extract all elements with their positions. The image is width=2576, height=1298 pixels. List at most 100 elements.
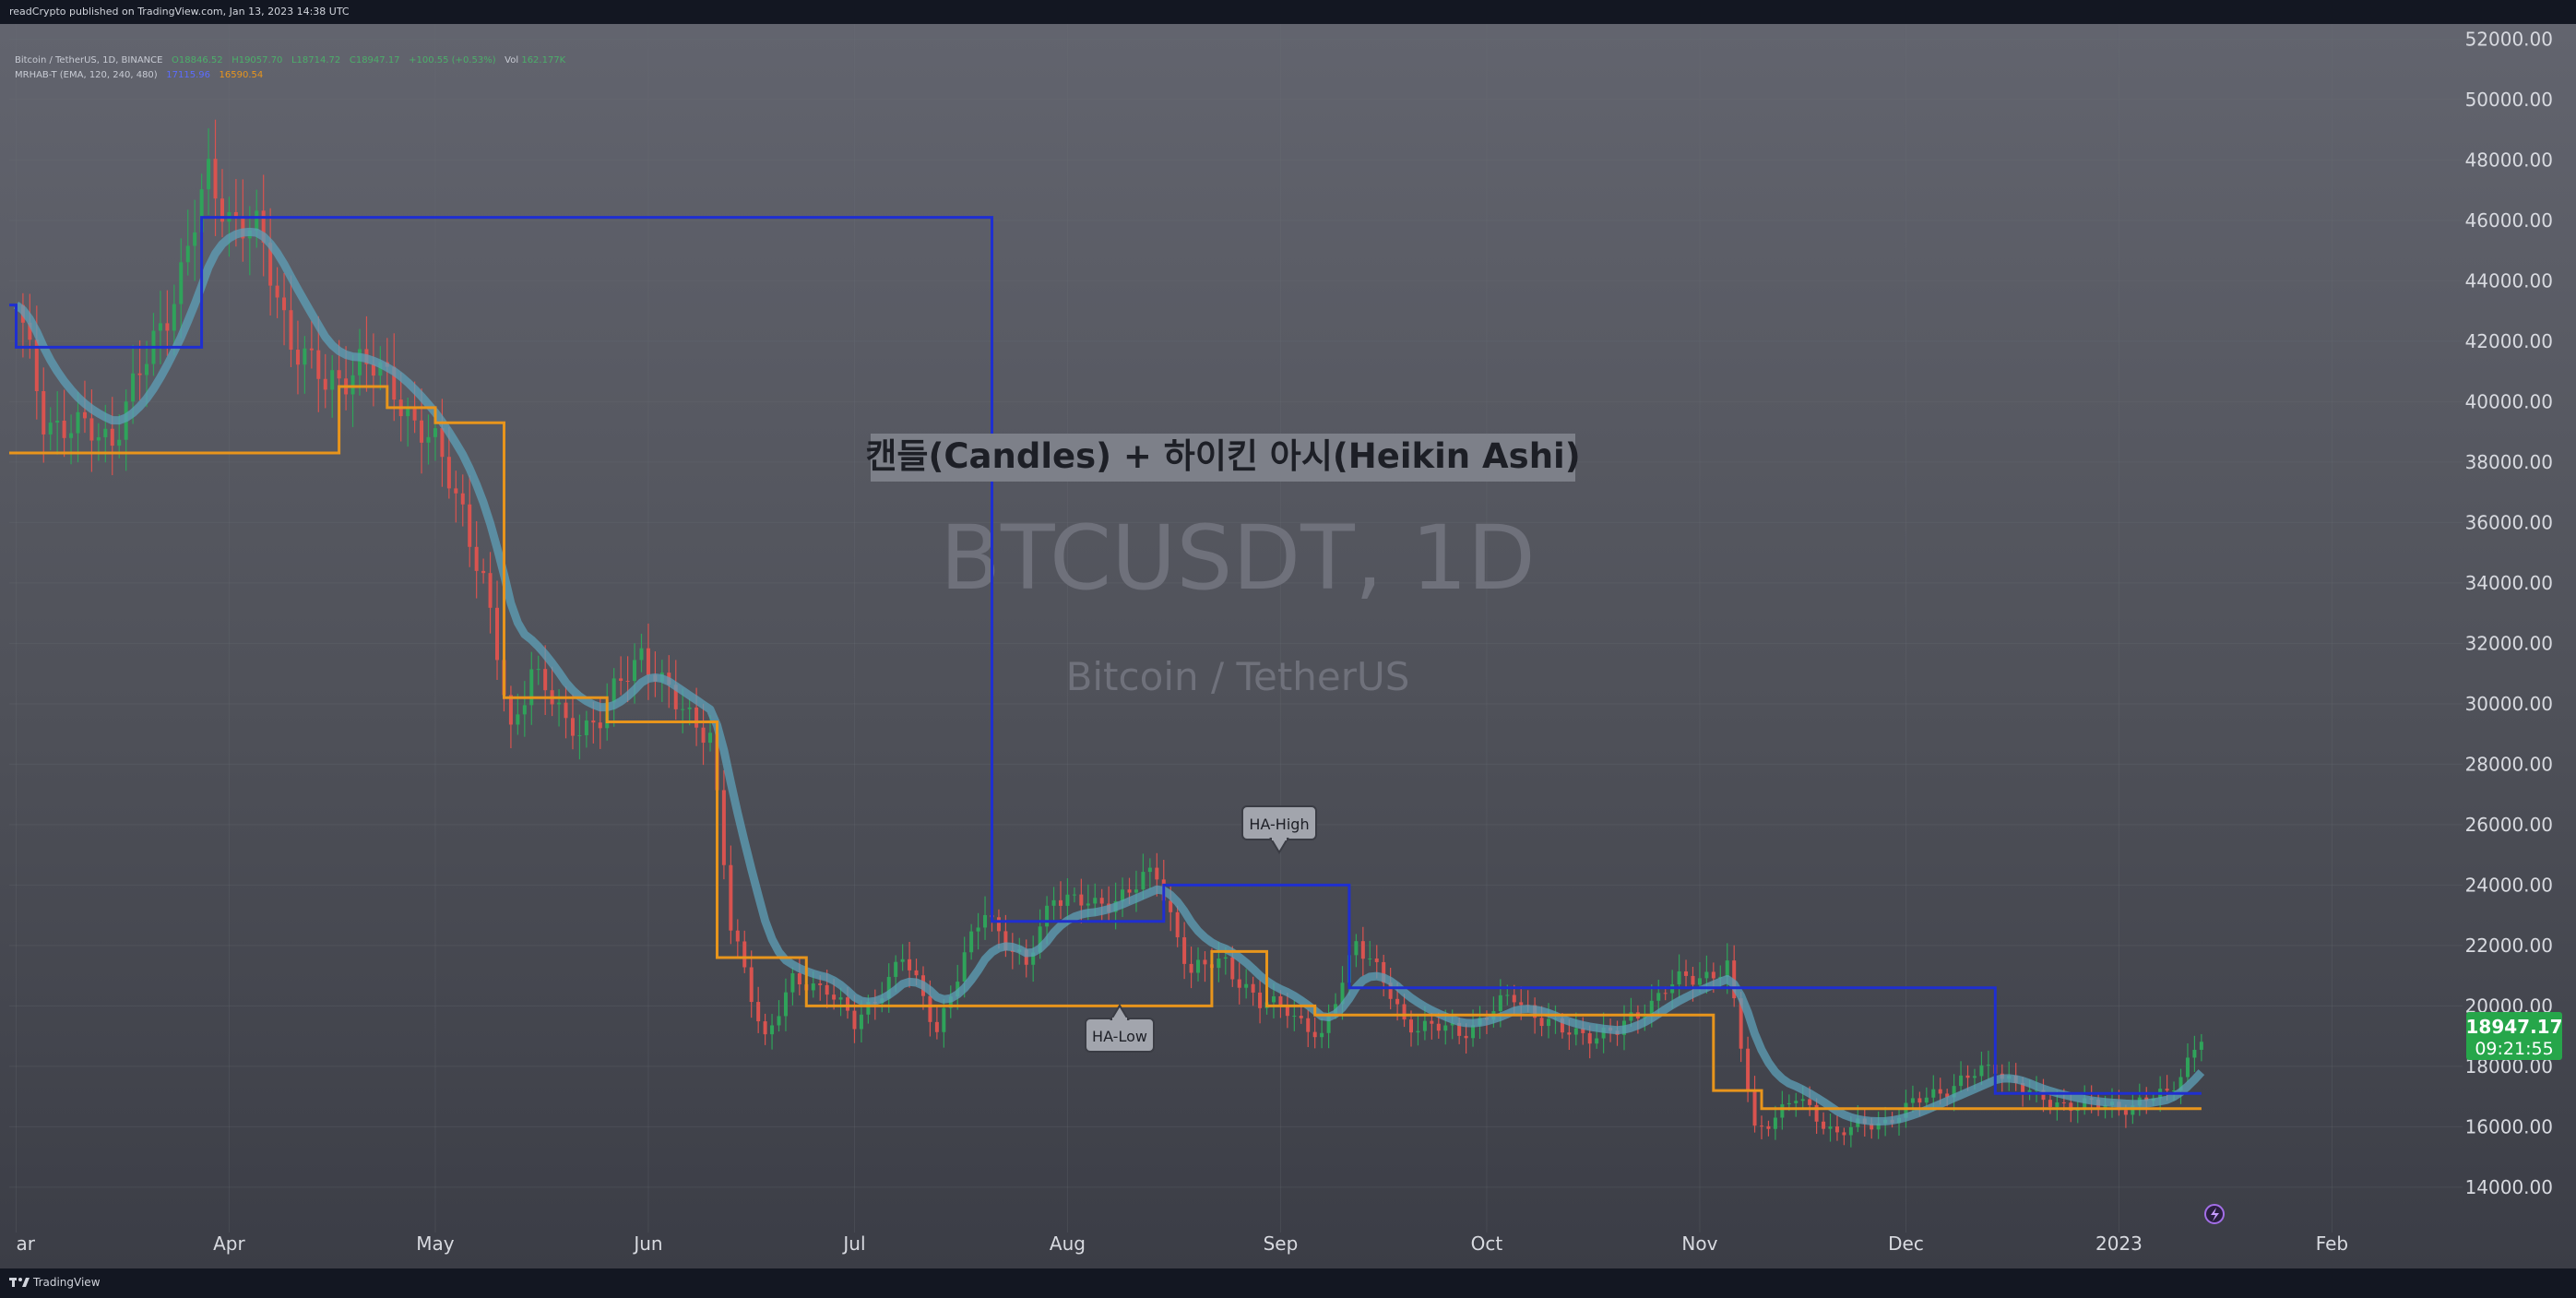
candle-body [1471, 1025, 1476, 1039]
candle-body [1656, 993, 1661, 1001]
candle-body [1629, 1012, 1633, 1021]
y-tick-label: 32000.00 [2465, 632, 2553, 654]
candle-body [2165, 1089, 2169, 1091]
ha-low-callout: HA-Low [1085, 1004, 1155, 1053]
y-tick-label: 40000.00 [2465, 390, 2553, 412]
candle-body [1292, 1016, 1297, 1018]
candle-body [1051, 899, 1056, 906]
candle-body [2027, 1090, 2032, 1093]
tradingview-icon [9, 1278, 30, 1287]
candle-body [89, 418, 94, 441]
candle-body [1760, 1125, 1763, 1127]
candle-body [1766, 1125, 1771, 1129]
candle-body [185, 245, 190, 263]
candle-body [460, 493, 465, 505]
candle-body [1388, 982, 1393, 999]
chart-area[interactable]: BTCUSDT, 1D Bitcoin / TetherUS 캔들(Candle… [0, 24, 2576, 1268]
candle-body [392, 366, 397, 400]
candle-body [2041, 1090, 2046, 1101]
candle-body [1931, 1089, 1936, 1098]
price-chart[interactable]: BTCUSDT, 1D Bitcoin / TetherUS 캔들(Candle… [0, 24, 2576, 1268]
candle-body [69, 433, 74, 438]
chart-grid [9, 24, 2463, 1233]
candle-body [110, 428, 114, 447]
candle-body [1182, 936, 1187, 964]
x-tick-label: ar [16, 1233, 35, 1255]
candle-body [1684, 971, 1689, 976]
candle-body [646, 648, 650, 675]
candle-body [983, 914, 988, 928]
candle-body [1910, 1098, 1915, 1103]
y-tick-label: 44000.00 [2465, 269, 2553, 292]
candle-body [1003, 931, 1008, 951]
candle-body [1649, 1000, 1654, 1018]
candle-body [179, 262, 184, 304]
candle-body [268, 243, 273, 286]
candle-body [838, 997, 843, 1000]
candle-body [777, 1016, 781, 1026]
candle-body [137, 373, 142, 375]
y-tick-label: 28000.00 [2465, 753, 2553, 775]
candle-body [811, 983, 815, 991]
candle-body [295, 350, 300, 365]
candle-body [289, 310, 293, 351]
candle-body [591, 720, 596, 723]
candle-body [1374, 959, 1379, 962]
candle-body [330, 370, 335, 390]
candle-body [220, 198, 224, 222]
candle-body [1560, 1018, 1564, 1033]
candle-body [1828, 1126, 1833, 1129]
candle-body [1189, 963, 1193, 973]
candle-body [378, 362, 383, 376]
ha-low-label: HA-Low [1092, 1028, 1147, 1045]
candle-body [1430, 1020, 1434, 1024]
candle-body [790, 972, 795, 993]
candle-body [825, 984, 829, 995]
candle-body [1217, 959, 1221, 969]
candle-body [1450, 1022, 1454, 1026]
footer-brand: TradingView [33, 1276, 101, 1289]
candle-body [1711, 971, 1715, 979]
tradingview-logo[interactable]: TradingView [9, 1276, 101, 1289]
candle-body [1354, 941, 1359, 956]
candle-body [1285, 1006, 1289, 1017]
ema-band-line [13, 227, 2205, 1125]
candle-body [255, 210, 259, 231]
candle-body [1169, 900, 1173, 912]
legend-symbol-row: Bitcoin / TetherUS, 1D, BINANCE O18846.5… [15, 54, 565, 68]
publish-line: readCrypto published on TradingView.com,… [9, 6, 350, 18]
candle-body [1278, 995, 1283, 1007]
candle-body [1691, 975, 1695, 985]
candle-body [2178, 1077, 2183, 1091]
candle-body [673, 685, 678, 709]
candle-body [1258, 992, 1263, 1008]
candle-body [76, 411, 80, 434]
candle-body [2055, 1102, 2060, 1107]
y-tick-label: 22000.00 [2465, 935, 2553, 957]
candle-body [1547, 1018, 1551, 1027]
candle-body [756, 1002, 761, 1022]
candle-body [82, 411, 87, 419]
candle-body [928, 995, 932, 1022]
candle-body [1876, 1123, 1881, 1130]
candle-body [1965, 1075, 1970, 1078]
lightning-icon[interactable] [2204, 1204, 2225, 1224]
legend-indicator: MRHAB-T (EMA, 120, 240, 480) [15, 70, 158, 80]
candle-body [729, 864, 733, 931]
candle-body [1595, 1038, 1599, 1044]
candle-body [96, 436, 101, 441]
ha-lines-layer [9, 216, 2202, 1111]
candle-body [564, 702, 568, 719]
candle-body [1422, 1020, 1427, 1031]
candle-body [2199, 1042, 2203, 1050]
candle-body [701, 727, 706, 744]
x-axis: ar Apr May Jun Jul Aug Sep Oct Nov Dec 2023 Feb [16, 1233, 2348, 1255]
candle-body [1457, 1022, 1462, 1036]
annotation-text: 캔들(Candles) + 하이킨 아시(Heikin Ashi) [865, 436, 1580, 476]
candle-body [2192, 1049, 2197, 1058]
candle-body [749, 967, 754, 1003]
y-tick-label: 36000.00 [2465, 511, 2553, 533]
legend-change: +100.55 (+0.53%) [409, 55, 496, 65]
candle-body [536, 669, 540, 671]
candle-body [474, 546, 479, 571]
